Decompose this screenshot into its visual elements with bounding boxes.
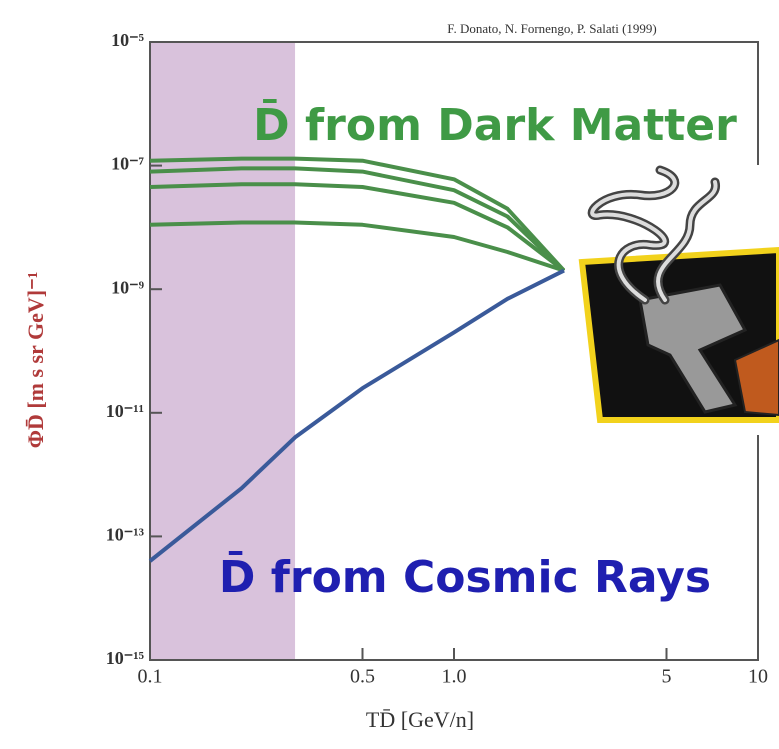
- y-tick-label: 10⁻⁷: [111, 154, 145, 174]
- x-tick-label: 1.0: [442, 666, 467, 688]
- annotation: D̄ from Cosmic Rays: [219, 549, 711, 603]
- shaded-region: [150, 42, 296, 660]
- annotation: D̄ from Dark Matter: [253, 97, 737, 151]
- credit: F. Donato, N. Fornengo, P. Salati (1999): [447, 21, 656, 36]
- x-tick-label: 0.5: [350, 666, 375, 688]
- x-tick-label: 0.1: [138, 666, 163, 688]
- x-tick-label: 10: [748, 666, 768, 688]
- y-tick-label: 10⁻⁵: [111, 30, 145, 50]
- cartoon-grip: [733, 338, 779, 417]
- y-tick-label: 10⁻⁹: [111, 277, 145, 297]
- series-line: [149, 166, 566, 273]
- cartoon-smoke-light: [590, 168, 718, 302]
- x-tick-label: 5: [661, 666, 671, 688]
- y-axis-label: ΦD̄ [m s sr GeV]⁻¹: [23, 272, 48, 449]
- series-line: [148, 268, 565, 563]
- y-tick-label: 10⁻¹³: [106, 525, 145, 545]
- series-line: [149, 220, 565, 273]
- cartoon: [565, 165, 779, 435]
- series-line: [149, 182, 566, 273]
- cartoon-gun: [638, 283, 748, 414]
- x-axis-label: TD̄ [GeV/n]: [366, 707, 474, 732]
- series-line: [149, 156, 566, 272]
- y-tick-label: 10⁻¹⁵: [106, 648, 145, 668]
- y-tick-label: 10⁻¹¹: [106, 401, 144, 421]
